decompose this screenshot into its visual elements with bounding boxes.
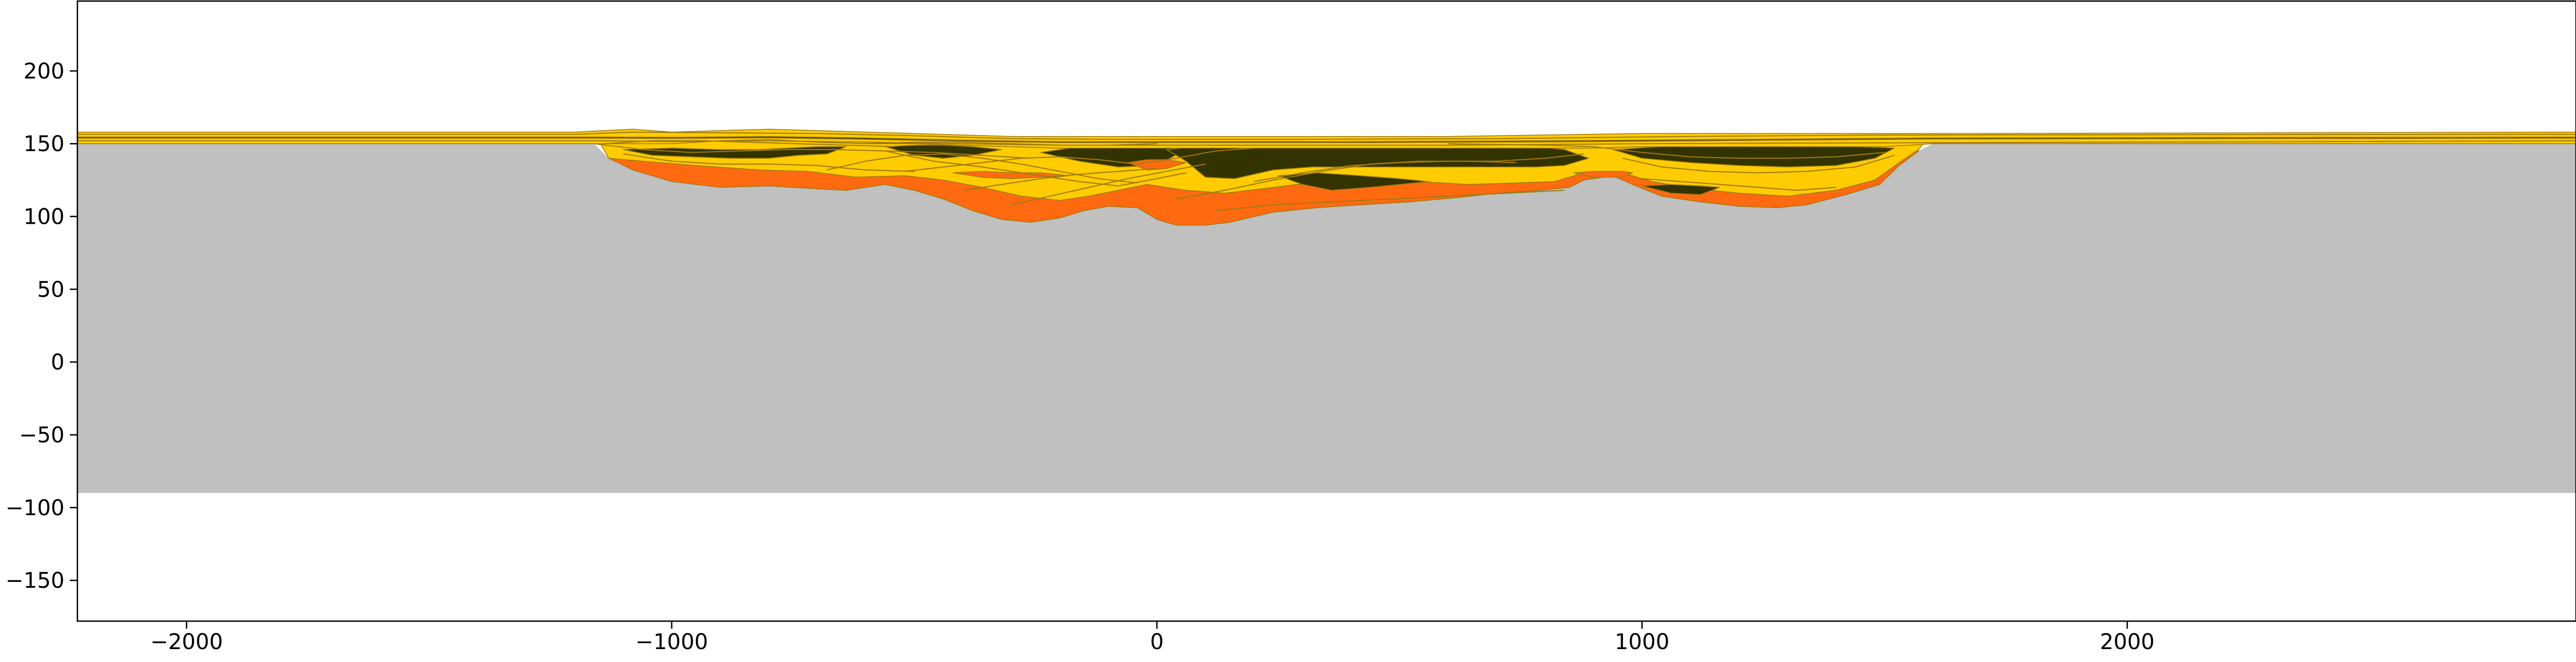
axes-frame [76,0,2576,622]
y-tick-label-5: −50 [19,423,64,448]
y-tick-label-2: 100 [24,205,64,230]
y-tick-label-6: −100 [5,496,64,521]
basement-area-0 [77,144,2576,493]
layer-boundary-line-3 [827,153,1138,184]
facies-layer-7 [1278,172,1429,191]
layer-boundary-line-5 [904,147,1254,172]
layer-boundary-line-16 [77,140,2576,146]
layer-boundary-line-1 [604,140,895,147]
layer-boundary-line-15 [77,131,2576,140]
y-tick-label-3: 50 [37,277,64,302]
layer-boundary-line-4 [885,150,1186,187]
x-axis: −2000 −1000 0 1000 2000 [150,621,2155,654]
facies-layer-14 [77,136,2576,144]
x-tick-label-2: 0 [1150,630,1164,654]
layer-boundary-line-14 [1642,178,1836,191]
layer-boundary-line-2 [623,153,915,172]
x-tick-label-1: −1000 [635,630,708,654]
facies-layer-9 [1641,184,1720,195]
x-tick-label-4: 2000 [2100,630,2155,654]
layer-boundary-line-6 [963,168,1157,191]
layers-group [77,129,2576,493]
y-tick-label-1: 150 [24,132,64,156]
y-tick-label-0: 200 [24,59,64,84]
layer-boundary-line-0 [594,143,1031,159]
y-tick-label-4: 0 [51,350,64,375]
x-tick-label-0: −2000 [150,630,223,654]
layer-boundary-line-13 [1622,154,1895,174]
x-tick-label-3: 1000 [1615,630,1669,654]
layer-boundary-line-10 [1215,189,1565,211]
contours-group [77,131,2576,211]
layer-boundary-line-11 [1253,153,1584,182]
facies-layer-13 [77,129,2576,149]
facies-layer-12 [1574,170,1633,178]
facies-layer-11 [1127,159,1187,170]
y-axis: 200 150 100 50 0 −50 −100 −150 [5,59,77,593]
layer-boundary-line-7 [1011,163,1206,205]
y-tick-label-7: −150 [5,568,64,593]
